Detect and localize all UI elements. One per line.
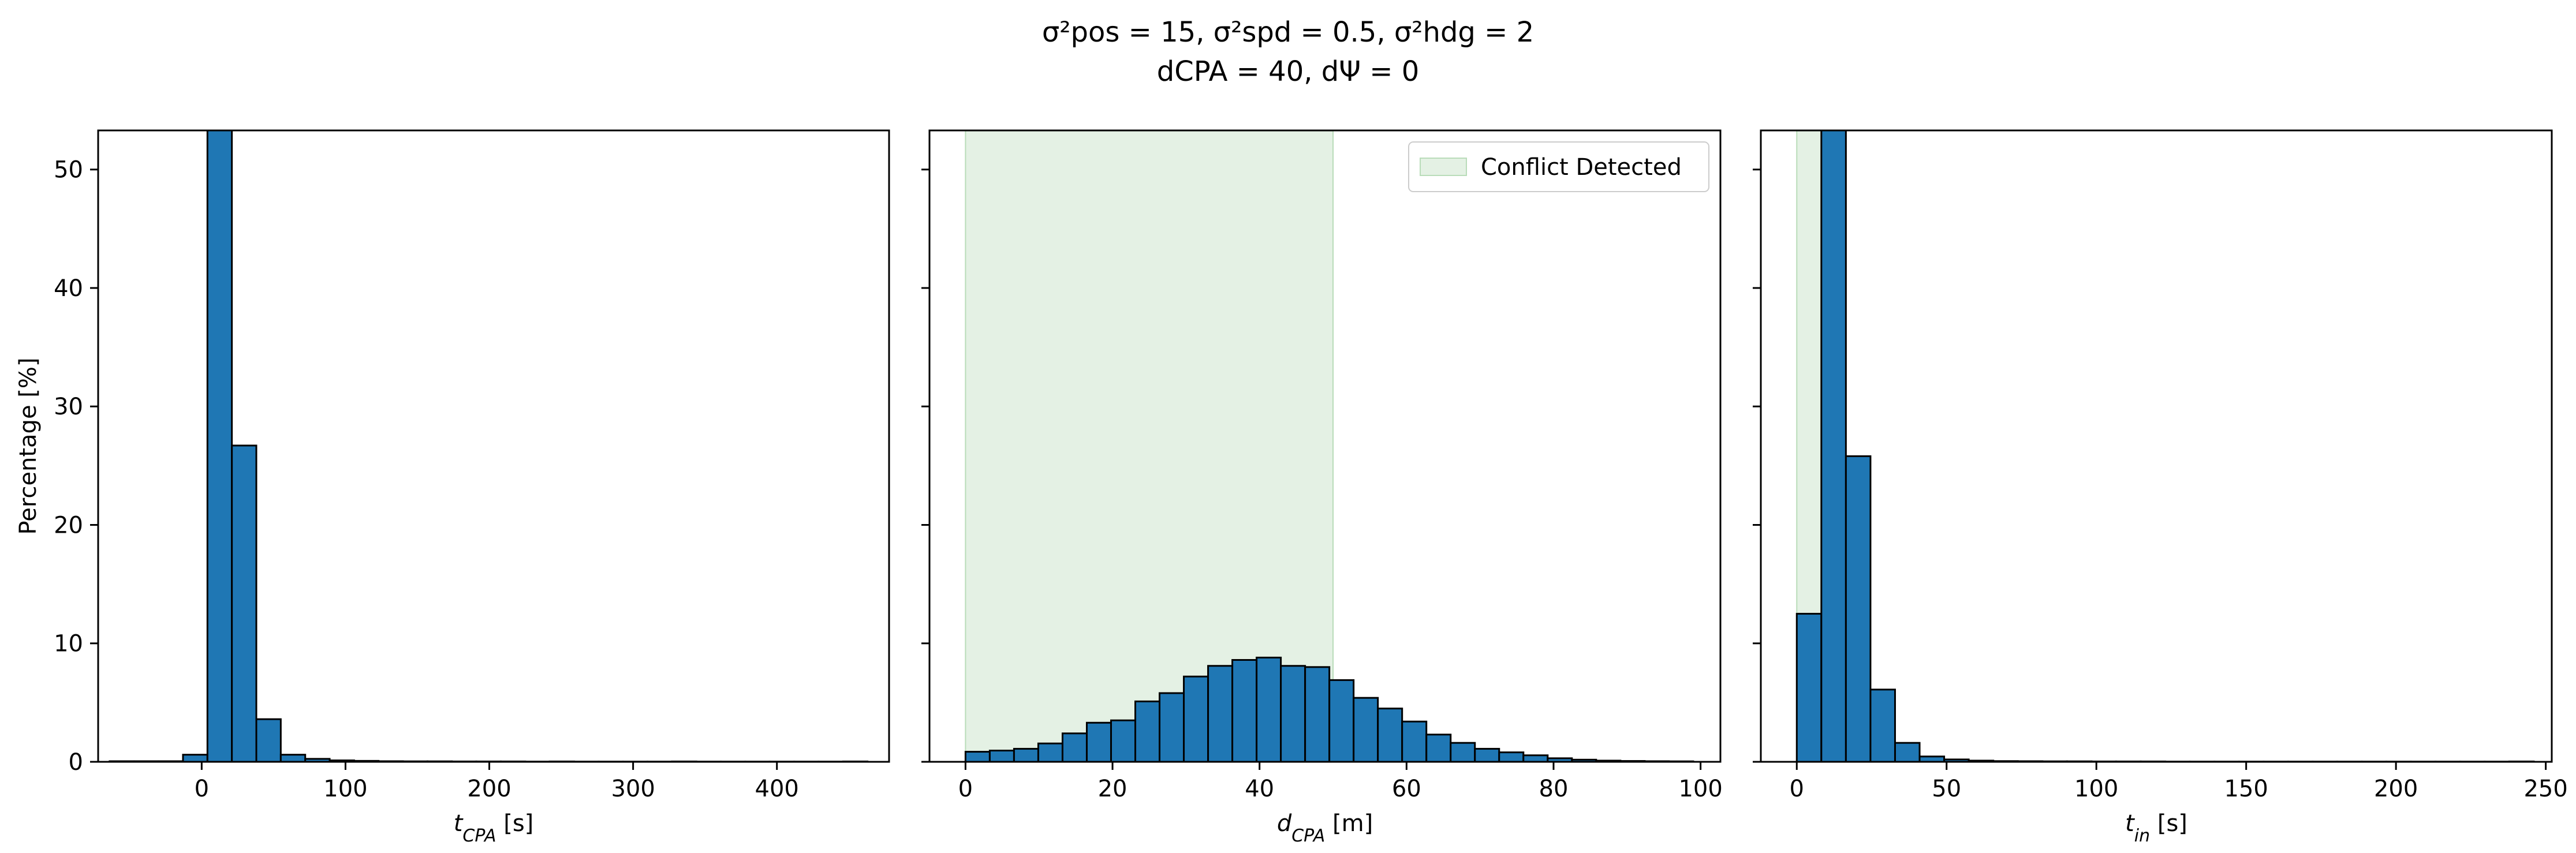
x-tick-label: 0	[195, 776, 209, 802]
conflict-region	[965, 130, 1334, 762]
histogram-bar	[1522, 754, 1549, 762]
x-axis-label: tCPA [s]	[454, 810, 534, 846]
histogram-bar	[1183, 675, 1209, 762]
histogram-bar	[1474, 747, 1500, 762]
figure-title-line-2: dCPA = 40, dΨ = 0	[1157, 55, 1420, 88]
x-tick-label: 40	[1245, 776, 1274, 802]
chart-panel-3: 0 50 100 150 200 250 tin [s]	[1753, 129, 2568, 846]
chart-panel-1: 0 100 200 300 400 0 10 20 30 40 50 tCPA [s]	[54, 129, 890, 846]
figure-title-line-1: σ²pos = 15, σ²spd = 0.5, σ²hdg = 2	[1042, 16, 1534, 48]
histogram-bar	[1820, 130, 1847, 762]
x-axis-label: dCPA [m]	[1277, 810, 1373, 846]
histogram-bar	[231, 444, 257, 762]
histogram-bar	[1353, 697, 1379, 762]
x-tick-label: 60	[1392, 776, 1421, 802]
histogram-bar	[1795, 612, 1823, 762]
histogram-bar	[255, 718, 282, 762]
histogram-bar	[206, 130, 233, 762]
histogram-bar	[182, 754, 208, 762]
legend-swatch	[1420, 158, 1467, 176]
legend: Conflict Detected	[1408, 141, 1709, 192]
histogram-bar	[988, 750, 1015, 762]
y-tick-label: 40	[54, 275, 83, 302]
histogram-bar	[1304, 666, 1331, 762]
legend-label: Conflict Detected	[1481, 154, 1682, 181]
histogram-bar	[1256, 656, 1282, 762]
x-tick-label: 50	[1932, 776, 1961, 802]
x-tick-label: 0	[1790, 776, 1804, 802]
histogram-bar	[1085, 721, 1112, 762]
histogram-bar	[1037, 742, 1063, 762]
histogram-bar	[1498, 751, 1525, 762]
histogram-bar	[279, 754, 307, 762]
histogram-bar	[1869, 689, 1896, 762]
x-tick-label: 100	[2074, 776, 2118, 802]
chart-panel-2: 0 20 40 60 80 100 dCPA [m] Conflict Detected	[921, 129, 1723, 846]
x-tick-label: 80	[1539, 776, 1569, 802]
x-tick-label: 0	[958, 776, 973, 802]
figure-title: σ²pos = 15, σ²spd = 0.5, σ²hdg = 2 dCPA =…	[1042, 16, 1534, 88]
y-tick-label: 50	[54, 157, 83, 184]
y-tick-label: 20	[54, 512, 83, 538]
histogram-bar	[964, 751, 991, 762]
histogram-bar	[1159, 692, 1185, 762]
x-tick-label: 400	[755, 776, 799, 802]
x-tick-label: 150	[2224, 776, 2268, 802]
y-tick-label: 30	[54, 394, 83, 420]
histogram-bar	[1231, 659, 1258, 762]
histogram-bar	[1061, 732, 1088, 762]
histogram-bar	[1450, 742, 1476, 762]
x-tick-label: 100	[1678, 776, 1722, 802]
histogram-bars	[109, 130, 869, 762]
histogram-bar	[1280, 665, 1306, 762]
y-tick-label: 0	[69, 749, 83, 776]
histogram-bars	[964, 656, 1694, 762]
y-axis-label: Percentage [%]	[15, 358, 42, 535]
histogram-bar	[1401, 720, 1428, 762]
y-tick-label: 10	[54, 631, 83, 657]
histogram-bars	[1795, 130, 2535, 762]
x-axis-label: tin [s]	[2125, 810, 2187, 846]
legend-box	[1408, 141, 1709, 192]
histogram-bar	[1845, 455, 1872, 762]
x-tick-label: 200	[2374, 776, 2418, 802]
x-tick-label: 200	[467, 776, 511, 802]
x-tick-label: 300	[611, 776, 655, 802]
x-tick-label: 20	[1098, 776, 1128, 802]
axes-frame	[928, 129, 1722, 763]
histogram-bar	[1377, 708, 1403, 762]
x-tick-label: 250	[2523, 776, 2567, 802]
histogram-bar	[1013, 747, 1039, 762]
histogram-bar	[1110, 719, 1137, 762]
chart-panels: 0 100 200 300 400 0 10 20 30 40 50 tCPA [s] 0 20 40 60 8…	[15, 129, 2568, 846]
histogram-bar	[1328, 679, 1355, 762]
histogram-bar	[1207, 665, 1234, 762]
axes-frame	[1760, 129, 2553, 763]
histogram-bar	[1425, 734, 1452, 762]
axes-frame	[97, 129, 890, 763]
histogram-bar	[1134, 700, 1161, 762]
x-tick-label: 100	[323, 776, 367, 802]
histogram-bar	[1894, 742, 1921, 762]
